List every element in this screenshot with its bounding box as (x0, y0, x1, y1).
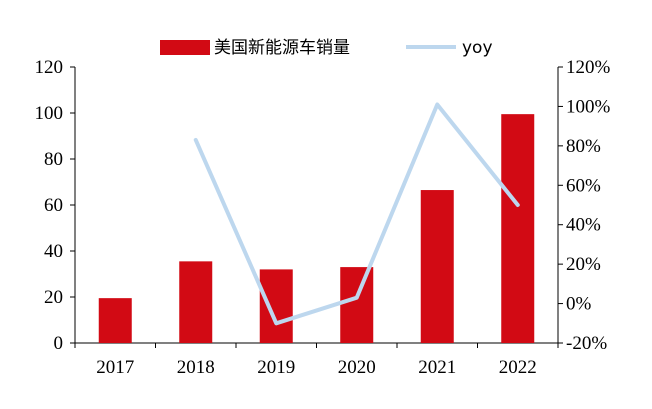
y-right-tick-label: -20% (566, 333, 607, 354)
legend-label-bar: 美国新能源车销量 (214, 38, 350, 58)
bar-series (98, 114, 535, 344)
x-tick-label: 2020 (338, 357, 376, 378)
axes (70, 66, 563, 348)
y-left-tick-label: 60 (44, 195, 63, 216)
x-tick-label: 2021 (418, 357, 456, 378)
y-right-tick-label: 40% (566, 215, 601, 236)
y-left-tick-label: 120 (35, 57, 64, 78)
y-left-tick-label: 20 (44, 287, 63, 308)
x-tick-label: 2018 (177, 357, 215, 378)
x-tick-label: 2022 (499, 357, 537, 378)
y-left-tick-label: 40 (44, 241, 63, 262)
yoy-line (193, 102, 520, 326)
y-right-tick-label: 0% (566, 294, 592, 315)
y-right-tick-label: 120% (566, 57, 611, 78)
y-left-tick-label: 0 (54, 333, 64, 354)
legend-label-line: yoy (462, 38, 493, 58)
bar (420, 190, 454, 343)
bar (501, 114, 535, 344)
tick-labels: 0 20 40 60 80 100 120 -20% 0% 20% 40% 60% 80% 100% 120… (35, 57, 611, 378)
bar (179, 261, 213, 343)
y-right-tick-label: 100% (566, 96, 611, 117)
y-right-tick-label: 20% (566, 254, 601, 275)
legend: 美国新能源车销量 yoy (160, 38, 493, 58)
y-left-tick-label: 100 (35, 103, 64, 124)
bar (259, 269, 293, 343)
line-series (193, 102, 520, 326)
y-left-tick-label: 80 (44, 149, 63, 170)
bar (340, 267, 374, 343)
y-right-tick-label: 80% (566, 136, 601, 157)
legend-swatch-bar (160, 40, 210, 55)
bar (98, 298, 132, 343)
x-tick-label: 2017 (96, 357, 134, 378)
x-tick-label: 2019 (257, 357, 295, 378)
y-right-tick-label: 60% (566, 175, 601, 196)
